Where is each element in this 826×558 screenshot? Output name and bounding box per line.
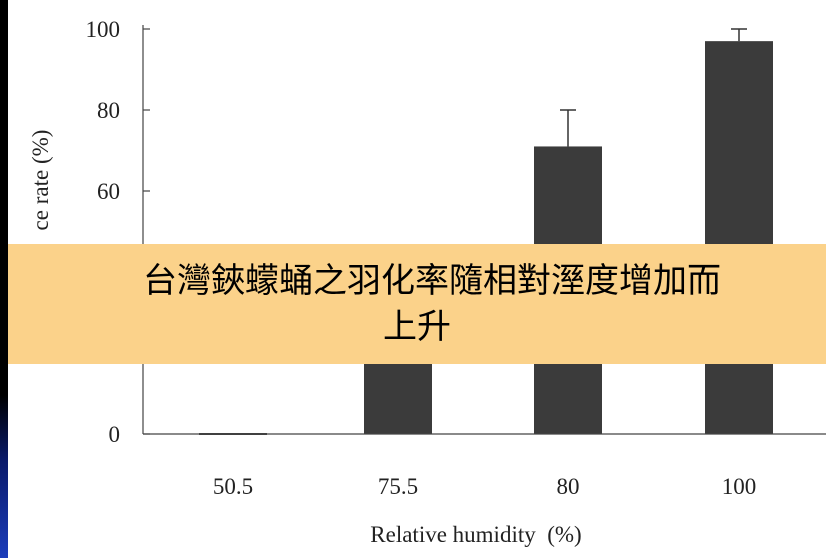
bar-100 xyxy=(705,41,773,435)
y-axis-title: ce rate (%) xyxy=(28,130,53,231)
y-tick-label-0: 0 xyxy=(109,422,121,447)
x-tick-label-75.5: 75.5 xyxy=(378,474,418,499)
x-axis-title: Relative humidity (%) xyxy=(370,522,581,547)
caption-line-2: 上升 xyxy=(383,307,451,347)
y-tick-label-80: 80 xyxy=(97,98,120,123)
caption-line-1: 台灣鋏蠓蛹之羽化率隨相對溼度增加而 xyxy=(143,261,721,301)
y-tick-label-60: 60 xyxy=(97,179,120,204)
y-tick-label-100: 100 xyxy=(86,17,121,42)
slide-edge-stripe xyxy=(0,395,10,558)
caption-banner: 台灣鋏蠓蛹之羽化率隨相對溼度增加而 上升 xyxy=(8,244,826,364)
x-tick-label-80: 80 xyxy=(557,474,580,499)
x-tick-label-50.5: 50.5 xyxy=(213,474,253,499)
x-tick-label-100: 100 xyxy=(722,474,757,499)
